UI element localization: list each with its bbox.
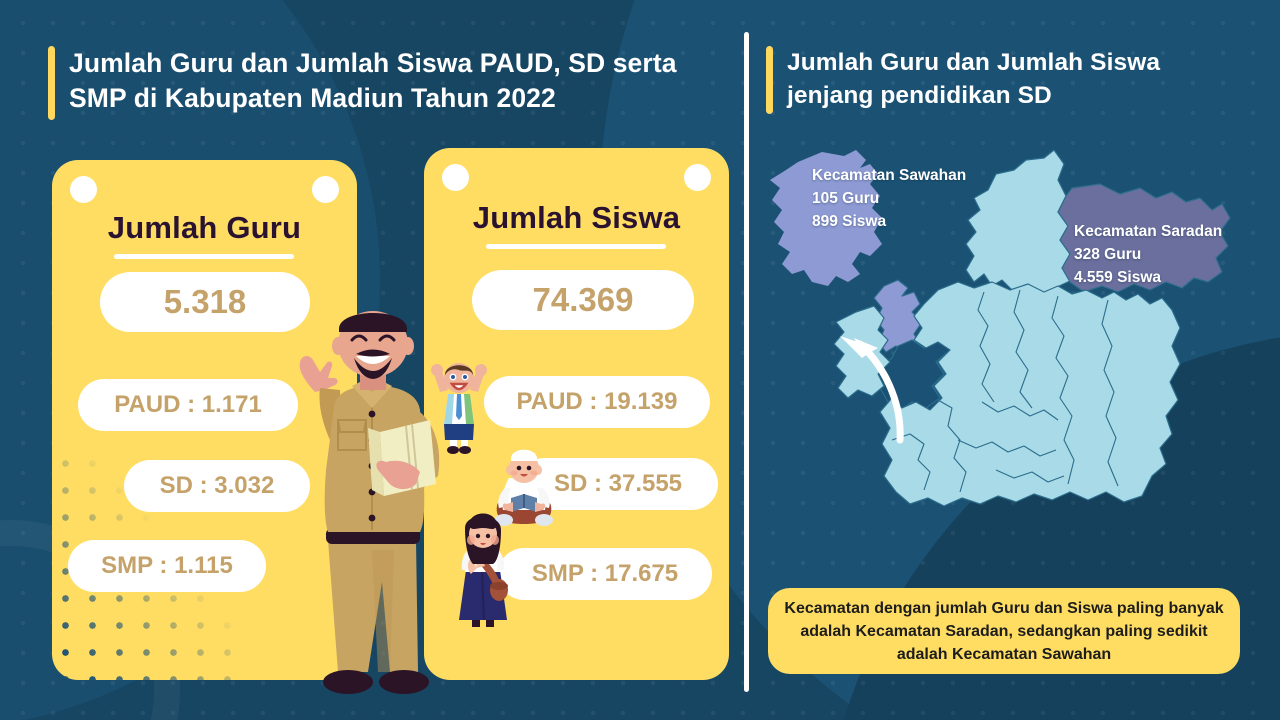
title-accent-bar (766, 46, 773, 114)
siswa-paud-value: PAUD : 19.139 (484, 376, 710, 428)
siswa-smp-value: SMP : 17.675 (498, 548, 712, 600)
map-district-central (879, 281, 1181, 507)
guru-sd-value: SD : 3.032 (124, 460, 310, 512)
student-girl-illustration (459, 513, 508, 627)
map-district-saradan[interactable] (1057, 183, 1231, 293)
map-label-saradan-guru: 328 Guru (1074, 246, 1142, 263)
student-boy-cheering-illustration (431, 363, 487, 454)
left-panel-title: Jumlah Guru dan Jumlah Siswa PAUD, SD se… (48, 46, 708, 120)
card-title-guru: Jumlah Guru (107, 210, 302, 245)
left-title-text: Jumlah Guru dan Jumlah Siswa PAUD, SD se… (69, 48, 677, 113)
stat-card-guru: Jumlah Guru 5.318 PAUD : 1.171 SD : 3.03… (52, 160, 357, 680)
card-hole-left-icon (442, 164, 469, 191)
guru-paud-value: PAUD : 1.171 (78, 379, 298, 431)
map-label-saradan-siswa: 4.559 Siswa (1074, 269, 1162, 286)
madiun-regency-map (770, 149, 1231, 507)
card-title-siswa: Jumlah Siswa (472, 200, 681, 235)
map-label-sawahan: Kecamatan Sawahan 105 Guru 899 Siswa (812, 164, 966, 233)
student-boy-reading-illustration (495, 449, 553, 526)
siswa-sd-value: SD : 37.555 (518, 458, 718, 510)
siswa-total-value: 74.369 (472, 270, 694, 330)
title-accent-bar (48, 46, 55, 120)
card-hole-right-icon (312, 176, 339, 203)
guru-smp-value: SMP : 1.115 (68, 540, 266, 592)
map-inset-sawahan[interactable] (770, 150, 882, 286)
card-underline (114, 254, 294, 259)
map-label-sawahan-name: Kecamatan Sawahan (812, 167, 967, 184)
teacher-illustration (299, 311, 440, 694)
right-panel-title: Jumlah Guru dan Jumlah Siswa jenjang pen… (766, 46, 1236, 114)
right-title-text: Jumlah Guru dan Jumlah Siswa jenjang pen… (787, 49, 1161, 109)
card-underline (486, 244, 666, 249)
map-label-sawahan-guru: 105 Guru (812, 190, 880, 207)
map-district-north (965, 149, 1073, 297)
map-callout-arrow (840, 336, 904, 444)
vertical-divider (744, 32, 749, 692)
guru-total-value: 5.318 (100, 272, 310, 332)
map-panel: Kecamatan Sawahan 105 Guru 899 Siswa Kec… (752, 140, 1272, 580)
map-label-sawahan-siswa: 899 Siswa (812, 213, 887, 230)
map-label-saradan-name: Kecamatan Saradan (1074, 223, 1223, 240)
summary-note-box: Kecamatan dengan jumlah Guru dan Siswa p… (768, 588, 1240, 674)
summary-note-text: Kecamatan dengan jumlah Guru dan Siswa p… (784, 599, 1224, 663)
card-hole-right-icon (684, 164, 711, 191)
map-label-saradan: Kecamatan Saradan 328 Guru 4.559 Siswa (1074, 220, 1222, 289)
card-hole-left-icon (70, 176, 97, 203)
